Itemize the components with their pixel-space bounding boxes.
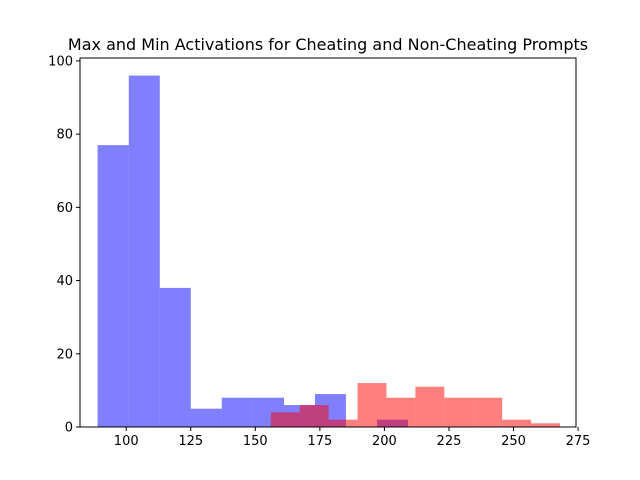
- histogram-bar-series2-3: [328, 419, 358, 427]
- x-tick-label: 150: [243, 434, 268, 449]
- histogram-bar-series2-6: [415, 386, 445, 427]
- plot-frame: [79, 57, 577, 428]
- y-tick-label: 60: [56, 201, 73, 216]
- histogram-bar-series2-1: [270, 412, 300, 427]
- histogram-bar-series1-5: [221, 397, 253, 427]
- histogram-bar-series2-7: [444, 397, 474, 427]
- x-tick-label: 100: [114, 434, 139, 449]
- y-tick-label: 20: [56, 347, 73, 362]
- histogram-bar-series1-2: [128, 75, 160, 428]
- y-tick-label: 0: [65, 421, 73, 436]
- histogram-bar-series2-2: [299, 405, 329, 427]
- histogram-bar-series1-3: [159, 287, 191, 427]
- x-tick-label: 200: [372, 434, 397, 449]
- y-tick-label: 40: [56, 274, 73, 289]
- histogram-bar-series2-5: [386, 397, 416, 427]
- bars-layer: [97, 75, 560, 428]
- histogram-bar-series2-4: [357, 383, 387, 427]
- histogram-bar-series2-10: [531, 423, 560, 427]
- axes-layer: 100 125 150 175 200 225 250 275 0 20 40 60 80 100: [48, 54, 590, 449]
- x-tick-label: 250: [501, 434, 526, 449]
- chart-title: Max and Min Activations for Cheating and…: [68, 35, 588, 54]
- x-tick-label: 125: [178, 434, 203, 449]
- histogram-bar-series2-9: [502, 419, 532, 427]
- x-tick-label: 175: [307, 434, 332, 449]
- histogram-bar-series1-1: [97, 145, 129, 427]
- histogram-bar-series2-8: [473, 397, 503, 427]
- y-tick-label: 100: [48, 54, 73, 69]
- x-tick-label: 225: [437, 434, 462, 449]
- histogram-bar-series1-4: [190, 408, 222, 427]
- y-tick-label: 80: [56, 128, 73, 143]
- x-tick-label: 275: [566, 434, 591, 449]
